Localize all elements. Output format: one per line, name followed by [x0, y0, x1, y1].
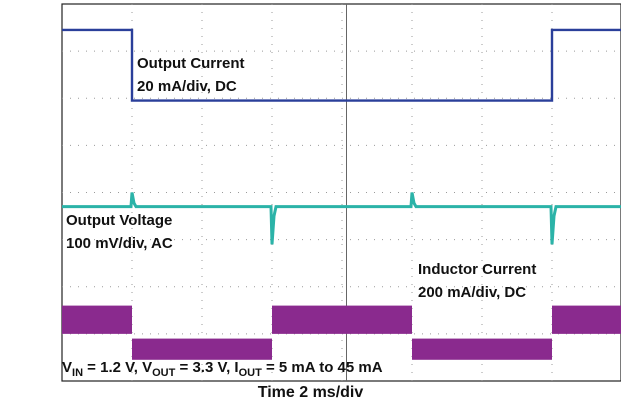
output-voltage-trace: [62, 192, 621, 245]
output-voltage-scale: 100 mV/div, AC: [66, 235, 173, 252]
inductor-current-band: [62, 305, 132, 334]
inductor-current-band: [552, 305, 621, 334]
inductor-current-scale: 200 mA/div, DC: [418, 284, 526, 301]
output-voltage-label: Output Voltage: [66, 212, 172, 229]
inductor-current-band: [272, 305, 412, 334]
traces: [62, 28, 621, 360]
inductor-current-band: [132, 338, 272, 360]
output-current-scale: 20 mA/div, DC: [137, 78, 237, 95]
inductor-current-band: [412, 338, 552, 360]
vin-value: = 1.2 V,: [83, 359, 143, 376]
iout-value: = 5 mA to 45 mA: [261, 359, 383, 376]
test-conditions: VIN = 1.2 V, VOUT = 3.3 V, IOUT = 5 mA t…: [62, 359, 383, 379]
output-current-trace: [62, 28, 621, 102]
vout-symbol: V: [142, 359, 153, 376]
vin-subscript: IN: [72, 367, 84, 379]
iout-subscript: OUT: [238, 367, 262, 379]
vout-subscript: OUT: [152, 367, 176, 379]
vin-symbol: V: [62, 359, 73, 376]
output-current-label: Output Current: [137, 55, 244, 72]
x-axis-label: Time 2 ms/div: [257, 384, 364, 401]
vout-value: = 3.3 V,: [175, 359, 235, 376]
iout-symbol: I: [234, 359, 239, 376]
inductor-current-label: Inductor Current: [418, 261, 536, 278]
